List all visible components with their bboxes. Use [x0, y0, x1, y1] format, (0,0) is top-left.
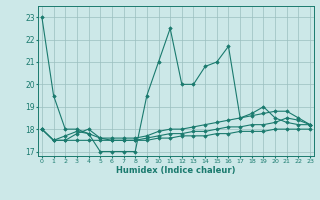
X-axis label: Humidex (Indice chaleur): Humidex (Indice chaleur): [116, 166, 236, 175]
